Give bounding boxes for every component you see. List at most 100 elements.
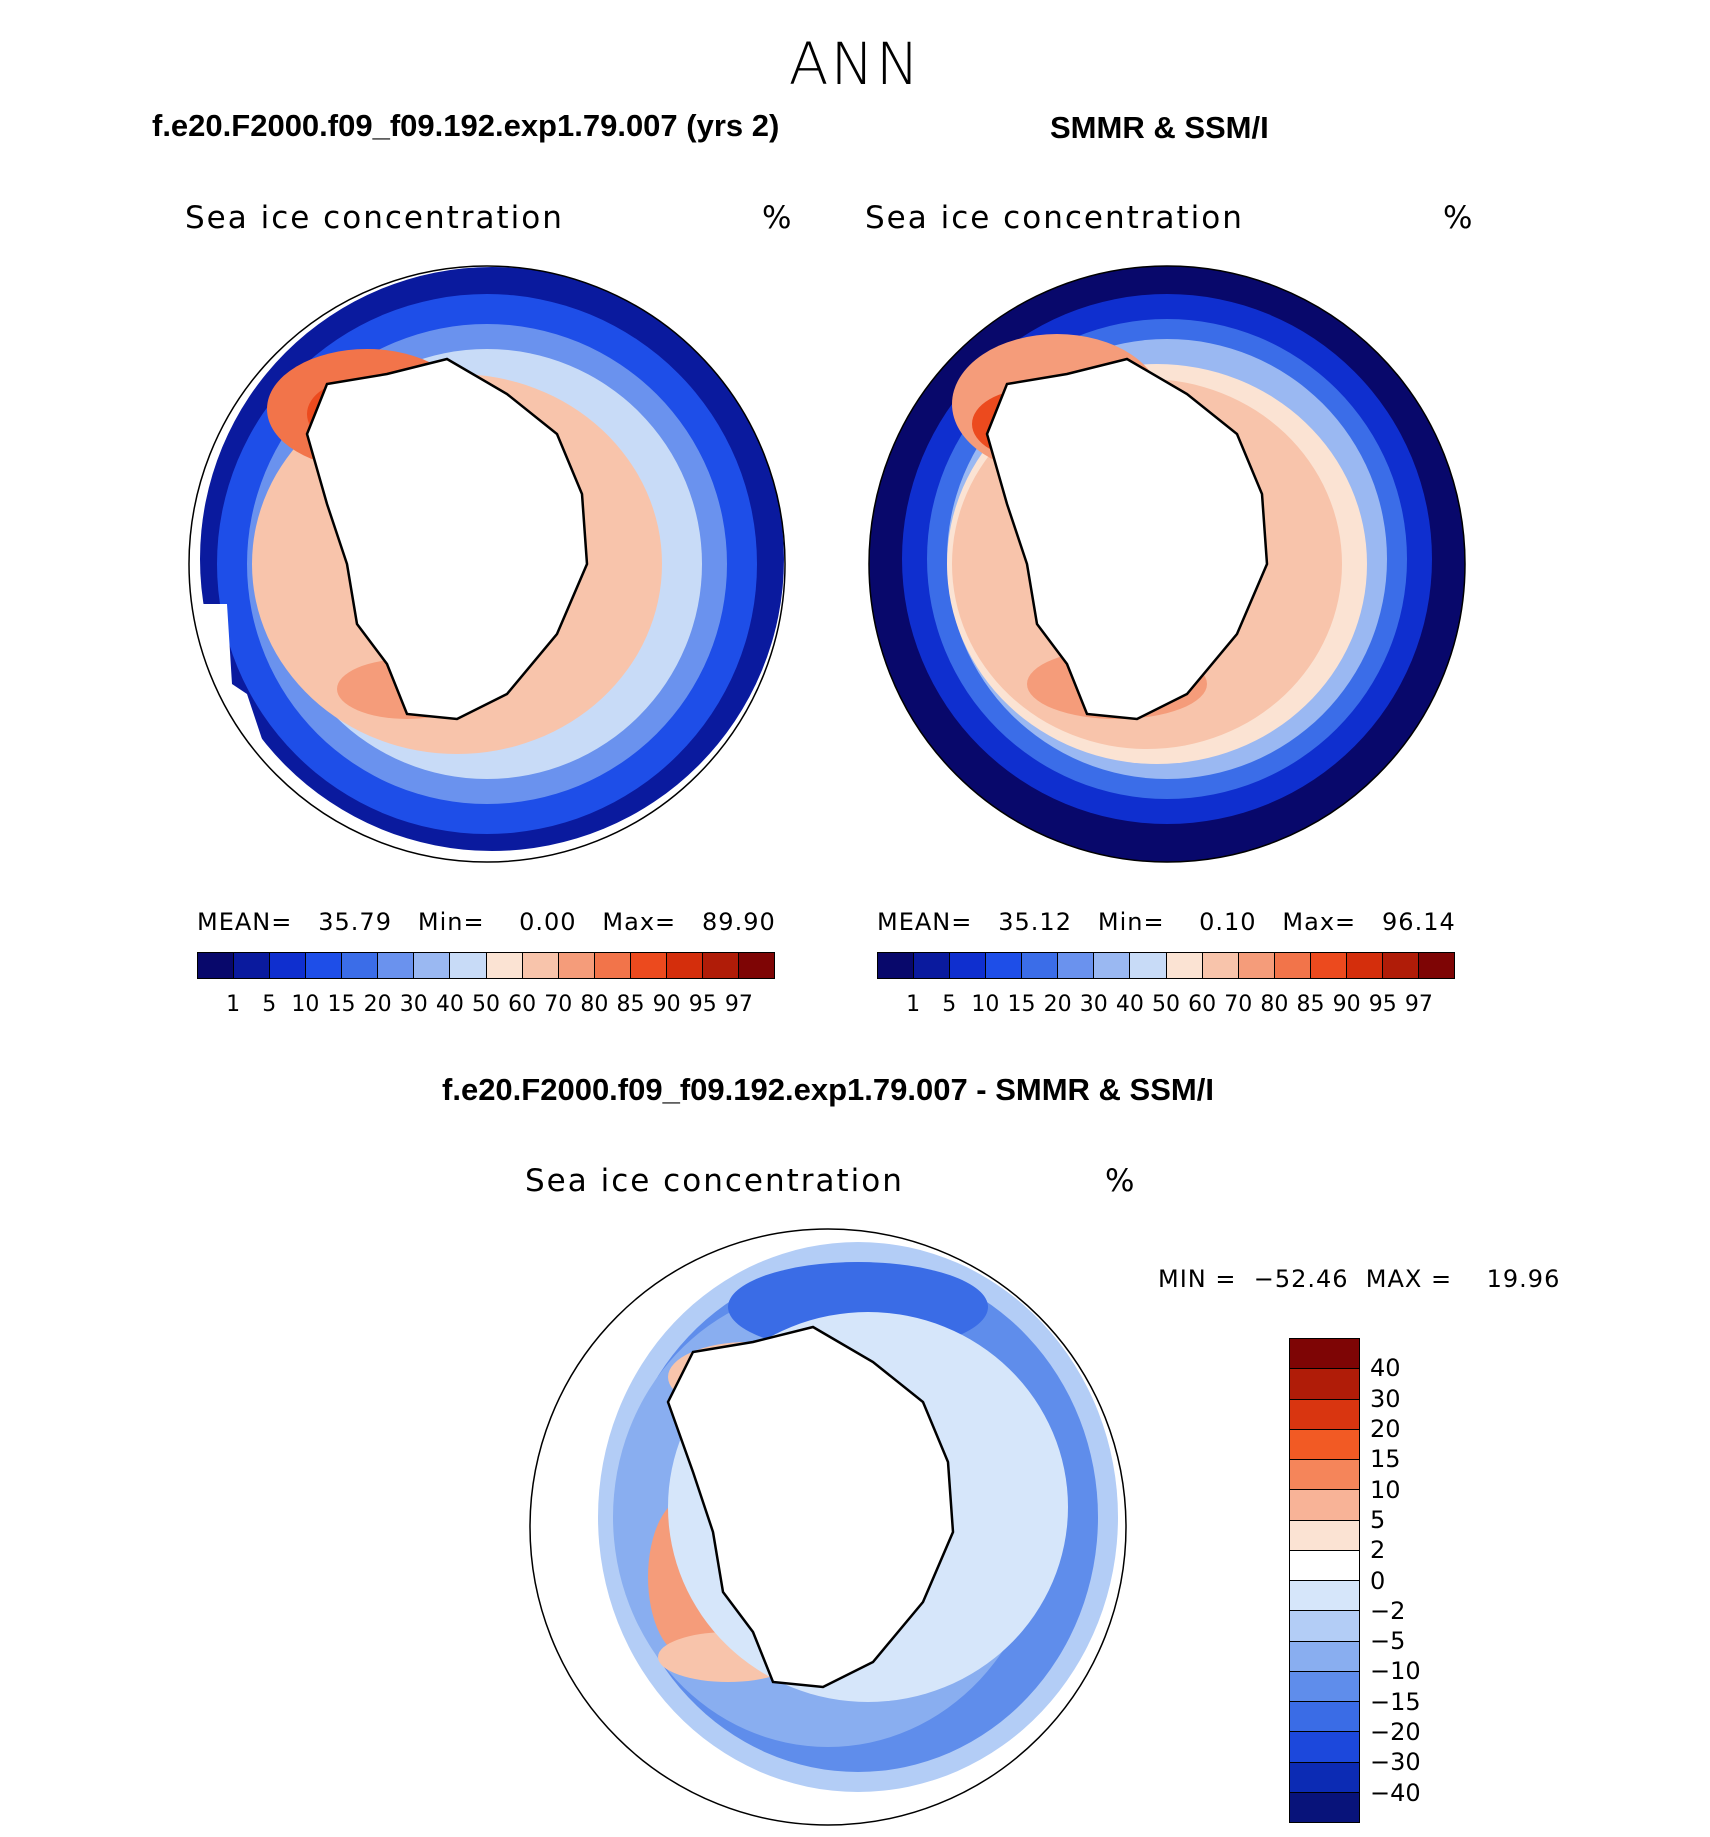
model-colorbar-tick-label: 5 xyxy=(262,992,277,1017)
obs-colorbar-swatch xyxy=(878,953,915,978)
diff-colorbar-tick-label: 15 xyxy=(1370,1445,1401,1474)
model-colorbar-tick-label: 80 xyxy=(580,992,609,1017)
model-colorbar-swatch xyxy=(738,953,774,978)
diff-colorbar-tick-label: −10 xyxy=(1370,1657,1421,1686)
obs-colorbar-swatch xyxy=(914,953,951,978)
diff-panel-title: f.e20.F2000.f09_f09.192.exp1.79.007 - SM… xyxy=(442,1072,1214,1107)
model-colorbar-swatch xyxy=(234,953,271,978)
obs-colorbar-swatch xyxy=(1058,953,1095,978)
diff-colorbar-tick-label: −5 xyxy=(1370,1627,1406,1656)
diff-colorbar-tick-label: 30 xyxy=(1370,1384,1401,1413)
obs-colorbar-swatch xyxy=(1382,953,1419,978)
obs-colorbar-tick-label: 95 xyxy=(1368,992,1397,1017)
obs-mean-label: MEAN= xyxy=(877,908,973,936)
model-colorbar-swatch xyxy=(666,953,703,978)
model-colorbar-tick-label: 90 xyxy=(652,992,681,1017)
model-colorbar xyxy=(197,952,775,979)
model-colorbar-swatch xyxy=(306,953,343,978)
obs-colorbar xyxy=(877,952,1455,979)
model-colorbar-swatch xyxy=(450,953,487,978)
model-colorbar-tick-label: 50 xyxy=(472,992,500,1017)
model-colorbar-tick-label: 85 xyxy=(616,992,645,1017)
model-colorbar-swatch xyxy=(522,953,559,978)
diff-colorbar-tick-label: 2 xyxy=(1370,1536,1386,1565)
obs-colorbar-swatch xyxy=(1022,953,1059,978)
model-colorbar-swatch xyxy=(342,953,379,978)
diff-colorbar-tick-label: 5 xyxy=(1370,1505,1386,1534)
obs-colorbar-tick-label: 40 xyxy=(1115,992,1144,1017)
obs-colorbar-tick-label: 5 xyxy=(942,992,957,1017)
obs-colorbar-swatch xyxy=(1166,953,1203,978)
diff-colorbar-swatch xyxy=(1290,1429,1359,1460)
diff-colorbar-tick-label: 20 xyxy=(1370,1414,1401,1443)
diff-colorbar-swatch xyxy=(1290,1702,1359,1733)
model-colorbar-tick-label: 20 xyxy=(363,992,392,1017)
diff-colorbar-swatch xyxy=(1290,1490,1359,1521)
model-colorbar-swatch xyxy=(198,953,235,978)
model-panel-title: f.e20.F2000.f09_f09.192.exp1.79.007 (yrs… xyxy=(152,108,780,143)
diff-colorbar-tick-label: 40 xyxy=(1370,1354,1401,1383)
model-colorbar-tick-label: 10 xyxy=(291,992,320,1017)
diff-colorbar-tick-label: −15 xyxy=(1370,1687,1421,1716)
diff-min-max: MIN = −52.46 MAX = 19.96 xyxy=(1158,1265,1561,1293)
diff-colorbar-swatch xyxy=(1290,1732,1359,1763)
model-colorbar-tick-label: 40 xyxy=(435,992,464,1017)
diff-colorbar-tick-label: −30 xyxy=(1370,1748,1421,1777)
obs-colorbar-swatch xyxy=(986,953,1023,978)
diff-colorbar-swatch xyxy=(1290,1520,1359,1551)
model-mean-label: MEAN= xyxy=(197,908,293,936)
obs-colorbar-swatch xyxy=(1238,953,1275,978)
diff-units-label: % xyxy=(1105,1163,1137,1199)
model-colorbar-tick-label: 95 xyxy=(688,992,717,1017)
model-colorbar-tick-label: 30 xyxy=(399,992,428,1017)
obs-colorbar-tick-label: 20 xyxy=(1043,992,1072,1017)
diff-colorbar-tick-label: 10 xyxy=(1370,1475,1401,1504)
model-variable-label: Sea ice concentration xyxy=(185,200,564,236)
obs-colorbar-tick-label: 10 xyxy=(971,992,1000,1017)
diff-colorbar-swatch xyxy=(1290,1792,1359,1822)
model-min-value: 0.00 xyxy=(519,908,577,936)
diff-colorbar-swatch xyxy=(1290,1611,1359,1642)
model-colorbar-tick-label: 15 xyxy=(327,992,356,1017)
diff-colorbar-swatch xyxy=(1290,1460,1359,1491)
obs-colorbar-swatch xyxy=(950,953,987,978)
obs-colorbar-labels: 1 5 10 15 20 30 40 50 60 70 80 85 90 95 97 xyxy=(877,992,1455,1022)
obs-stats: MEAN= 35.12 Min= 0.10 Max= 96.14 xyxy=(877,908,1456,936)
model-colorbar-swatch xyxy=(558,953,595,978)
model-colorbar-swatch xyxy=(414,953,451,978)
obs-max-label: Max= xyxy=(1282,908,1357,936)
model-max-value: 89.90 xyxy=(702,908,776,936)
model-colorbar-swatch xyxy=(630,953,667,978)
diff-colorbar-swatch xyxy=(1290,1641,1359,1672)
obs-colorbar-tick-label: 15 xyxy=(1007,992,1036,1017)
model-colorbar-tick-label: 97 xyxy=(724,992,753,1017)
model-colorbar-tick-label: 70 xyxy=(544,992,573,1017)
model-mean-value: 35.79 xyxy=(318,908,392,936)
diff-colorbar-tick-label: −40 xyxy=(1370,1778,1421,1807)
diff-colorbar-swatch xyxy=(1290,1369,1359,1400)
diff-colorbar-tick-label: 0 xyxy=(1370,1566,1386,1595)
model-units-label: % xyxy=(762,200,794,236)
obs-colorbar-swatch xyxy=(1202,953,1239,978)
obs-panel-title: SMMR & SSM/I xyxy=(1050,110,1269,145)
obs-colorbar-swatch xyxy=(1310,953,1347,978)
diff-colorbar-labels: 40 30 20 15 10 5 2 0 −2 −5 −10 −15 −20 −30 −40 xyxy=(1370,1338,1450,1823)
model-colorbar-swatch xyxy=(702,953,739,978)
obs-colorbar-tick-label: 60 xyxy=(1188,992,1217,1017)
diff-colorbar-swatch xyxy=(1290,1550,1359,1581)
obs-min-label: Min= xyxy=(1097,908,1165,936)
diff-colorbar-tick-label: −2 xyxy=(1370,1596,1406,1625)
model-stats: MEAN= 35.79 Min= 0.00 Max= 89.90 xyxy=(197,908,776,936)
obs-colorbar-tick-label: 90 xyxy=(1332,992,1361,1017)
obs-colorbar-swatch xyxy=(1130,953,1167,978)
diff-polar-map xyxy=(529,1228,1127,1826)
model-colorbar-labels: 1 5 10 15 20 30 40 50 60 70 80 85 90 95 97 xyxy=(197,992,775,1022)
model-min-label: Min= xyxy=(417,908,485,936)
obs-colorbar-tick-label: 70 xyxy=(1224,992,1253,1017)
model-colorbar-tick-label: 1 xyxy=(226,992,241,1017)
obs-colorbar-tick-label: 1 xyxy=(906,992,921,1017)
model-colorbar-swatch xyxy=(270,953,307,978)
obs-colorbar-swatch xyxy=(1418,953,1454,978)
diff-colorbar-swatch xyxy=(1290,1399,1359,1430)
model-max-label: Max= xyxy=(602,908,677,936)
